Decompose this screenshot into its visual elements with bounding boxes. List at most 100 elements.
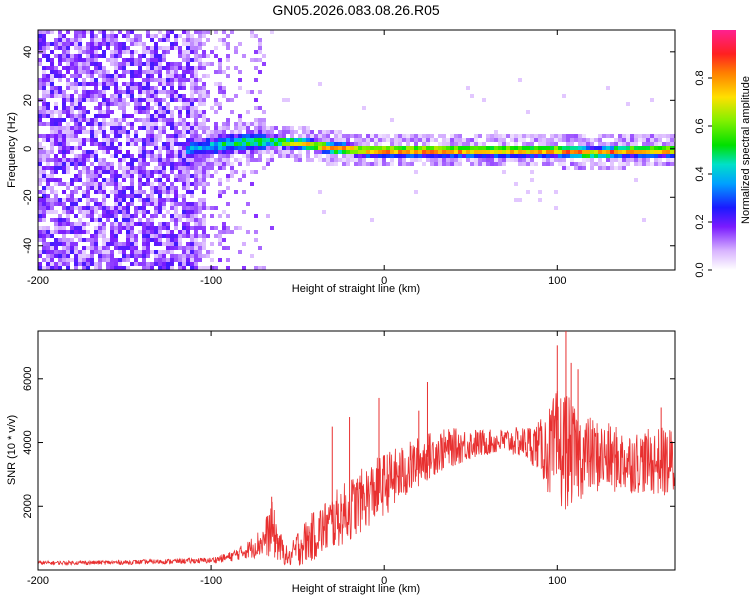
heatmap-cell bbox=[82, 150, 86, 154]
heatmap-cell bbox=[114, 154, 118, 158]
heatmap-cell bbox=[114, 186, 118, 190]
heatmap-cell bbox=[182, 146, 186, 150]
heatmap-cell bbox=[78, 178, 82, 182]
heatmap-cell bbox=[98, 82, 102, 86]
heatmap-cell bbox=[334, 130, 338, 134]
heatmap-cell bbox=[146, 178, 150, 182]
heatmap-cell bbox=[138, 70, 142, 74]
heatmap-cell bbox=[550, 146, 554, 150]
heatmap-cell bbox=[142, 146, 146, 150]
heatmap-cell bbox=[606, 142, 610, 146]
heatmap-cell bbox=[194, 50, 198, 54]
heatmap-cell bbox=[70, 198, 74, 202]
heatmap-cell bbox=[306, 142, 310, 146]
heatmap-cell bbox=[410, 138, 414, 142]
heatmap-cell bbox=[86, 214, 90, 218]
heatmap-cell bbox=[46, 150, 50, 154]
heatmap-cell bbox=[174, 126, 178, 130]
heatmap-cell bbox=[198, 54, 202, 58]
heatmap-cell bbox=[130, 70, 134, 74]
heatmap-cell bbox=[622, 162, 626, 166]
heatmap-cell bbox=[182, 162, 186, 166]
heatmap-cell bbox=[310, 138, 314, 142]
heatmap-cell bbox=[78, 102, 82, 106]
heatmap-cell bbox=[238, 146, 242, 150]
heatmap-cell bbox=[58, 134, 62, 138]
heatmap-cell bbox=[174, 254, 178, 258]
heatmap-cell bbox=[130, 58, 134, 62]
heatmap-cell bbox=[342, 138, 346, 142]
heatmap-cell bbox=[166, 50, 170, 54]
heatmap-cell bbox=[102, 74, 106, 78]
heatmap-cell bbox=[466, 154, 470, 158]
heatmap-cell bbox=[186, 230, 190, 234]
heatmap-cell bbox=[170, 234, 174, 238]
heatmap-cell bbox=[570, 162, 574, 166]
heatmap-cell bbox=[190, 206, 194, 210]
heatmap-cell bbox=[362, 162, 366, 166]
heatmap-cell bbox=[590, 158, 594, 162]
heatmap-cell bbox=[94, 86, 98, 90]
heatmap-cell bbox=[234, 50, 238, 54]
heatmap-cell bbox=[158, 158, 162, 162]
heatmap-cell bbox=[306, 154, 310, 158]
heatmap-cell bbox=[242, 190, 246, 194]
heatmap-cell bbox=[70, 178, 74, 182]
heatmap-cell bbox=[530, 146, 534, 150]
heatmap-cell bbox=[102, 222, 106, 226]
heatmap-cell bbox=[206, 74, 210, 78]
heatmap-cell bbox=[558, 162, 562, 166]
heatmap-cell bbox=[118, 226, 122, 230]
heatmap-cell bbox=[618, 134, 622, 138]
heatmap-cell bbox=[246, 134, 250, 138]
heatmap-cell bbox=[346, 154, 350, 158]
heatmap-cell bbox=[42, 258, 46, 262]
heatmap-cell bbox=[162, 58, 166, 62]
heatmap-cell bbox=[50, 130, 54, 134]
heatmap-cell bbox=[170, 42, 174, 46]
heatmap-cell bbox=[194, 182, 198, 186]
heatmap-cell bbox=[90, 82, 94, 86]
heatmap-cell bbox=[202, 202, 206, 206]
heatmap-cell bbox=[130, 198, 134, 202]
heatmap-cell bbox=[62, 218, 66, 222]
heatmap-cell bbox=[598, 154, 602, 158]
heatmap-cell bbox=[38, 166, 42, 170]
heatmap-cell bbox=[382, 158, 386, 162]
heatmap-cell bbox=[174, 154, 178, 158]
heatmap-cell bbox=[242, 142, 246, 146]
heatmap-cell bbox=[518, 154, 522, 158]
colorbar-tick-label: 0.4 bbox=[694, 166, 706, 181]
heatmap-cell bbox=[74, 130, 78, 134]
heatmap-cell bbox=[62, 250, 66, 254]
heatmap-cell bbox=[62, 198, 66, 202]
heatmap-cell bbox=[122, 194, 126, 198]
heatmap-cell bbox=[222, 226, 226, 230]
heatmap-cell bbox=[390, 154, 394, 158]
heatmap-cell bbox=[78, 98, 82, 102]
heatmap-cell bbox=[498, 162, 502, 166]
heatmap-cell bbox=[226, 226, 230, 230]
heatmap-cell bbox=[134, 70, 138, 74]
heatmap-cell bbox=[98, 126, 102, 130]
heatmap-cell bbox=[318, 146, 322, 150]
heatmap-cell bbox=[162, 46, 166, 50]
heatmap-cell bbox=[178, 54, 182, 58]
heatmap-cell bbox=[378, 150, 382, 154]
heatmap-cell bbox=[226, 74, 230, 78]
heatmap-cell bbox=[362, 142, 366, 146]
heatmap-cell bbox=[610, 162, 614, 166]
heatmap-cell bbox=[50, 74, 54, 78]
heatmap-cell bbox=[206, 142, 210, 146]
heatmap-cell bbox=[486, 158, 490, 162]
heatmap-cell bbox=[86, 110, 90, 114]
heatmap-cell bbox=[210, 130, 214, 134]
heatmap-cell bbox=[238, 134, 242, 138]
heatmap-cell bbox=[118, 122, 122, 126]
heatmap-cell bbox=[226, 134, 230, 138]
heatmap-cell bbox=[98, 54, 102, 58]
heatmap-cell bbox=[542, 134, 546, 138]
heatmap-cell bbox=[138, 38, 142, 42]
heatmap-cell bbox=[202, 182, 206, 186]
heatmap-cell bbox=[186, 182, 190, 186]
